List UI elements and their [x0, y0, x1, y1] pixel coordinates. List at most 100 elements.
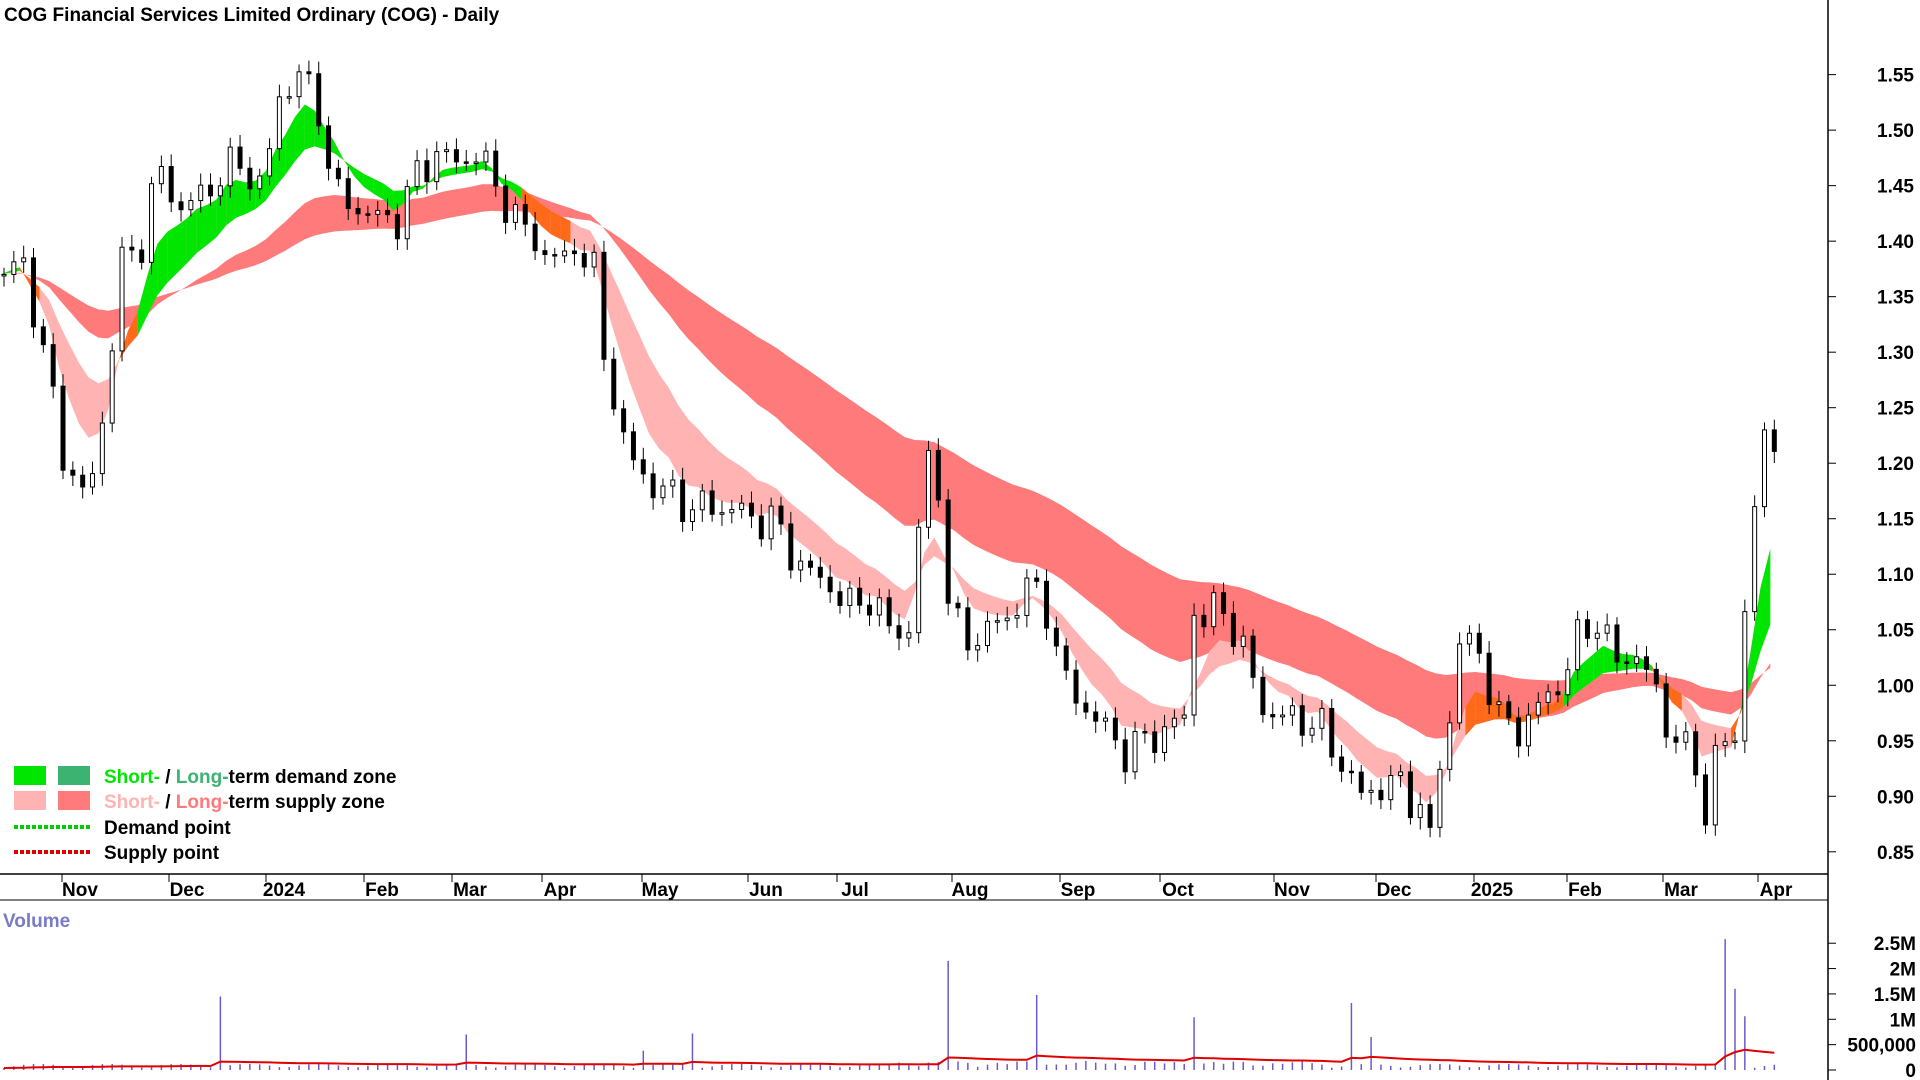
bar-body [926, 449, 932, 528]
volume-tick-label: 1M [1890, 1010, 1916, 1031]
bar-body [699, 490, 705, 511]
bar-body [286, 96, 292, 99]
volume-bars [3, 939, 1776, 1070]
price-tick-label: 1.30 [1877, 343, 1914, 364]
bar-body [680, 479, 686, 523]
transition-segment [1544, 702, 1554, 716]
bar-body [326, 125, 332, 169]
bar-body [670, 479, 676, 487]
bar-body [267, 148, 273, 177]
bar-body [1683, 731, 1689, 743]
bar-body [444, 149, 450, 153]
bar-body [552, 254, 558, 257]
bar-body [276, 96, 282, 150]
volume-tick-label: 1.5M [1874, 985, 1916, 1006]
legend-swatch-short-supply [14, 791, 46, 810]
bar-body [1447, 722, 1453, 770]
legend-swatch-long-supply [58, 791, 90, 810]
bar-body [532, 223, 538, 252]
bar-body [916, 526, 922, 634]
bar-body [80, 474, 86, 488]
bar-body [1427, 804, 1433, 828]
volume-tick-label: 0 [1905, 1061, 1916, 1080]
bar-body [512, 204, 518, 223]
short-demand-segment [363, 173, 374, 194]
bar-body [99, 422, 105, 475]
bar-body [709, 490, 715, 515]
short-demand-segment [206, 199, 217, 246]
legend-short-supply-word: Short- [104, 792, 160, 813]
short-demand-segment [452, 166, 463, 175]
legend: Short- / Long-term demand zone Short- / … [14, 766, 396, 864]
transition-segment [118, 331, 128, 364]
date-axis-ticks: Nov Dec 2024 Feb Mar Apr May Jun Jul Aug Sep Oct Nov… [61, 874, 1793, 901]
bar-body [217, 185, 223, 197]
transition-segment [531, 195, 541, 226]
bar-body [601, 251, 607, 360]
month-label: Dec [1377, 880, 1412, 901]
bar-body [1299, 705, 1305, 736]
bar-body [1034, 577, 1040, 582]
bar-body [1702, 774, 1708, 826]
bar-body [424, 160, 430, 183]
bar-body [463, 161, 469, 164]
bar-body [650, 473, 656, 499]
bar-body [640, 459, 646, 475]
bar-body [689, 509, 695, 523]
bar-body [247, 167, 253, 190]
bar-body [1270, 714, 1276, 718]
bar-body [296, 71, 302, 98]
month-label: May [642, 880, 679, 901]
bar-body [483, 150, 489, 163]
bar-body [1280, 714, 1286, 718]
long-term-band [0, 184, 1771, 739]
bar-body [355, 208, 361, 215]
volume-axis-ticks: 2.5M 2M 1.5M 1M 500,000 0 [1828, 934, 1916, 1080]
bar-body [345, 178, 351, 210]
bar-body [1240, 635, 1246, 647]
price-tick-label: 1.10 [1877, 565, 1914, 586]
bar-body [109, 350, 115, 424]
transition-segment [540, 203, 551, 235]
bar-body [21, 257, 27, 263]
short-demand-segment [393, 190, 404, 211]
bar-body [40, 326, 46, 346]
bar-body [306, 71, 312, 75]
month-label: Jun [749, 880, 783, 901]
legend-short-demand-word: Short- [104, 767, 160, 788]
bar-body [719, 512, 725, 515]
short-demand-segment [304, 104, 315, 150]
bar-body [522, 204, 528, 225]
bar-body [955, 602, 961, 609]
short-demand-segment [354, 167, 364, 187]
price-tick-label: 1.20 [1877, 454, 1914, 475]
short-demand-segment [511, 181, 522, 200]
bar-body [817, 566, 823, 578]
transition-segment [560, 215, 571, 244]
short-demand-segment [472, 161, 482, 172]
short-demand-segment [481, 161, 492, 172]
bar-body [798, 560, 804, 571]
long-term-supply-zone [0, 184, 1771, 739]
bar-body [571, 250, 577, 255]
bar-body [1545, 691, 1551, 703]
bar-body [1604, 624, 1610, 634]
bar-body [1191, 614, 1197, 716]
short-demand-segment [1583, 654, 1594, 688]
bar-body [1063, 645, 1069, 671]
bar-body [630, 431, 636, 461]
bar-body [1044, 580, 1050, 629]
bar-body [1614, 624, 1620, 663]
bar-body [365, 213, 371, 216]
legend-swatch-long-demand [58, 766, 90, 785]
short-demand-segment [413, 185, 423, 192]
bar-body [394, 214, 400, 240]
legend-supply-zone: Short- / Long-term supply zone [104, 792, 385, 813]
bar-body [1152, 731, 1158, 753]
bar-body [31, 257, 37, 328]
bar-body [1466, 632, 1472, 645]
bar-body [1093, 711, 1099, 722]
bar-body [1230, 612, 1236, 647]
bar-body [1211, 592, 1217, 628]
bar-body [335, 167, 341, 180]
